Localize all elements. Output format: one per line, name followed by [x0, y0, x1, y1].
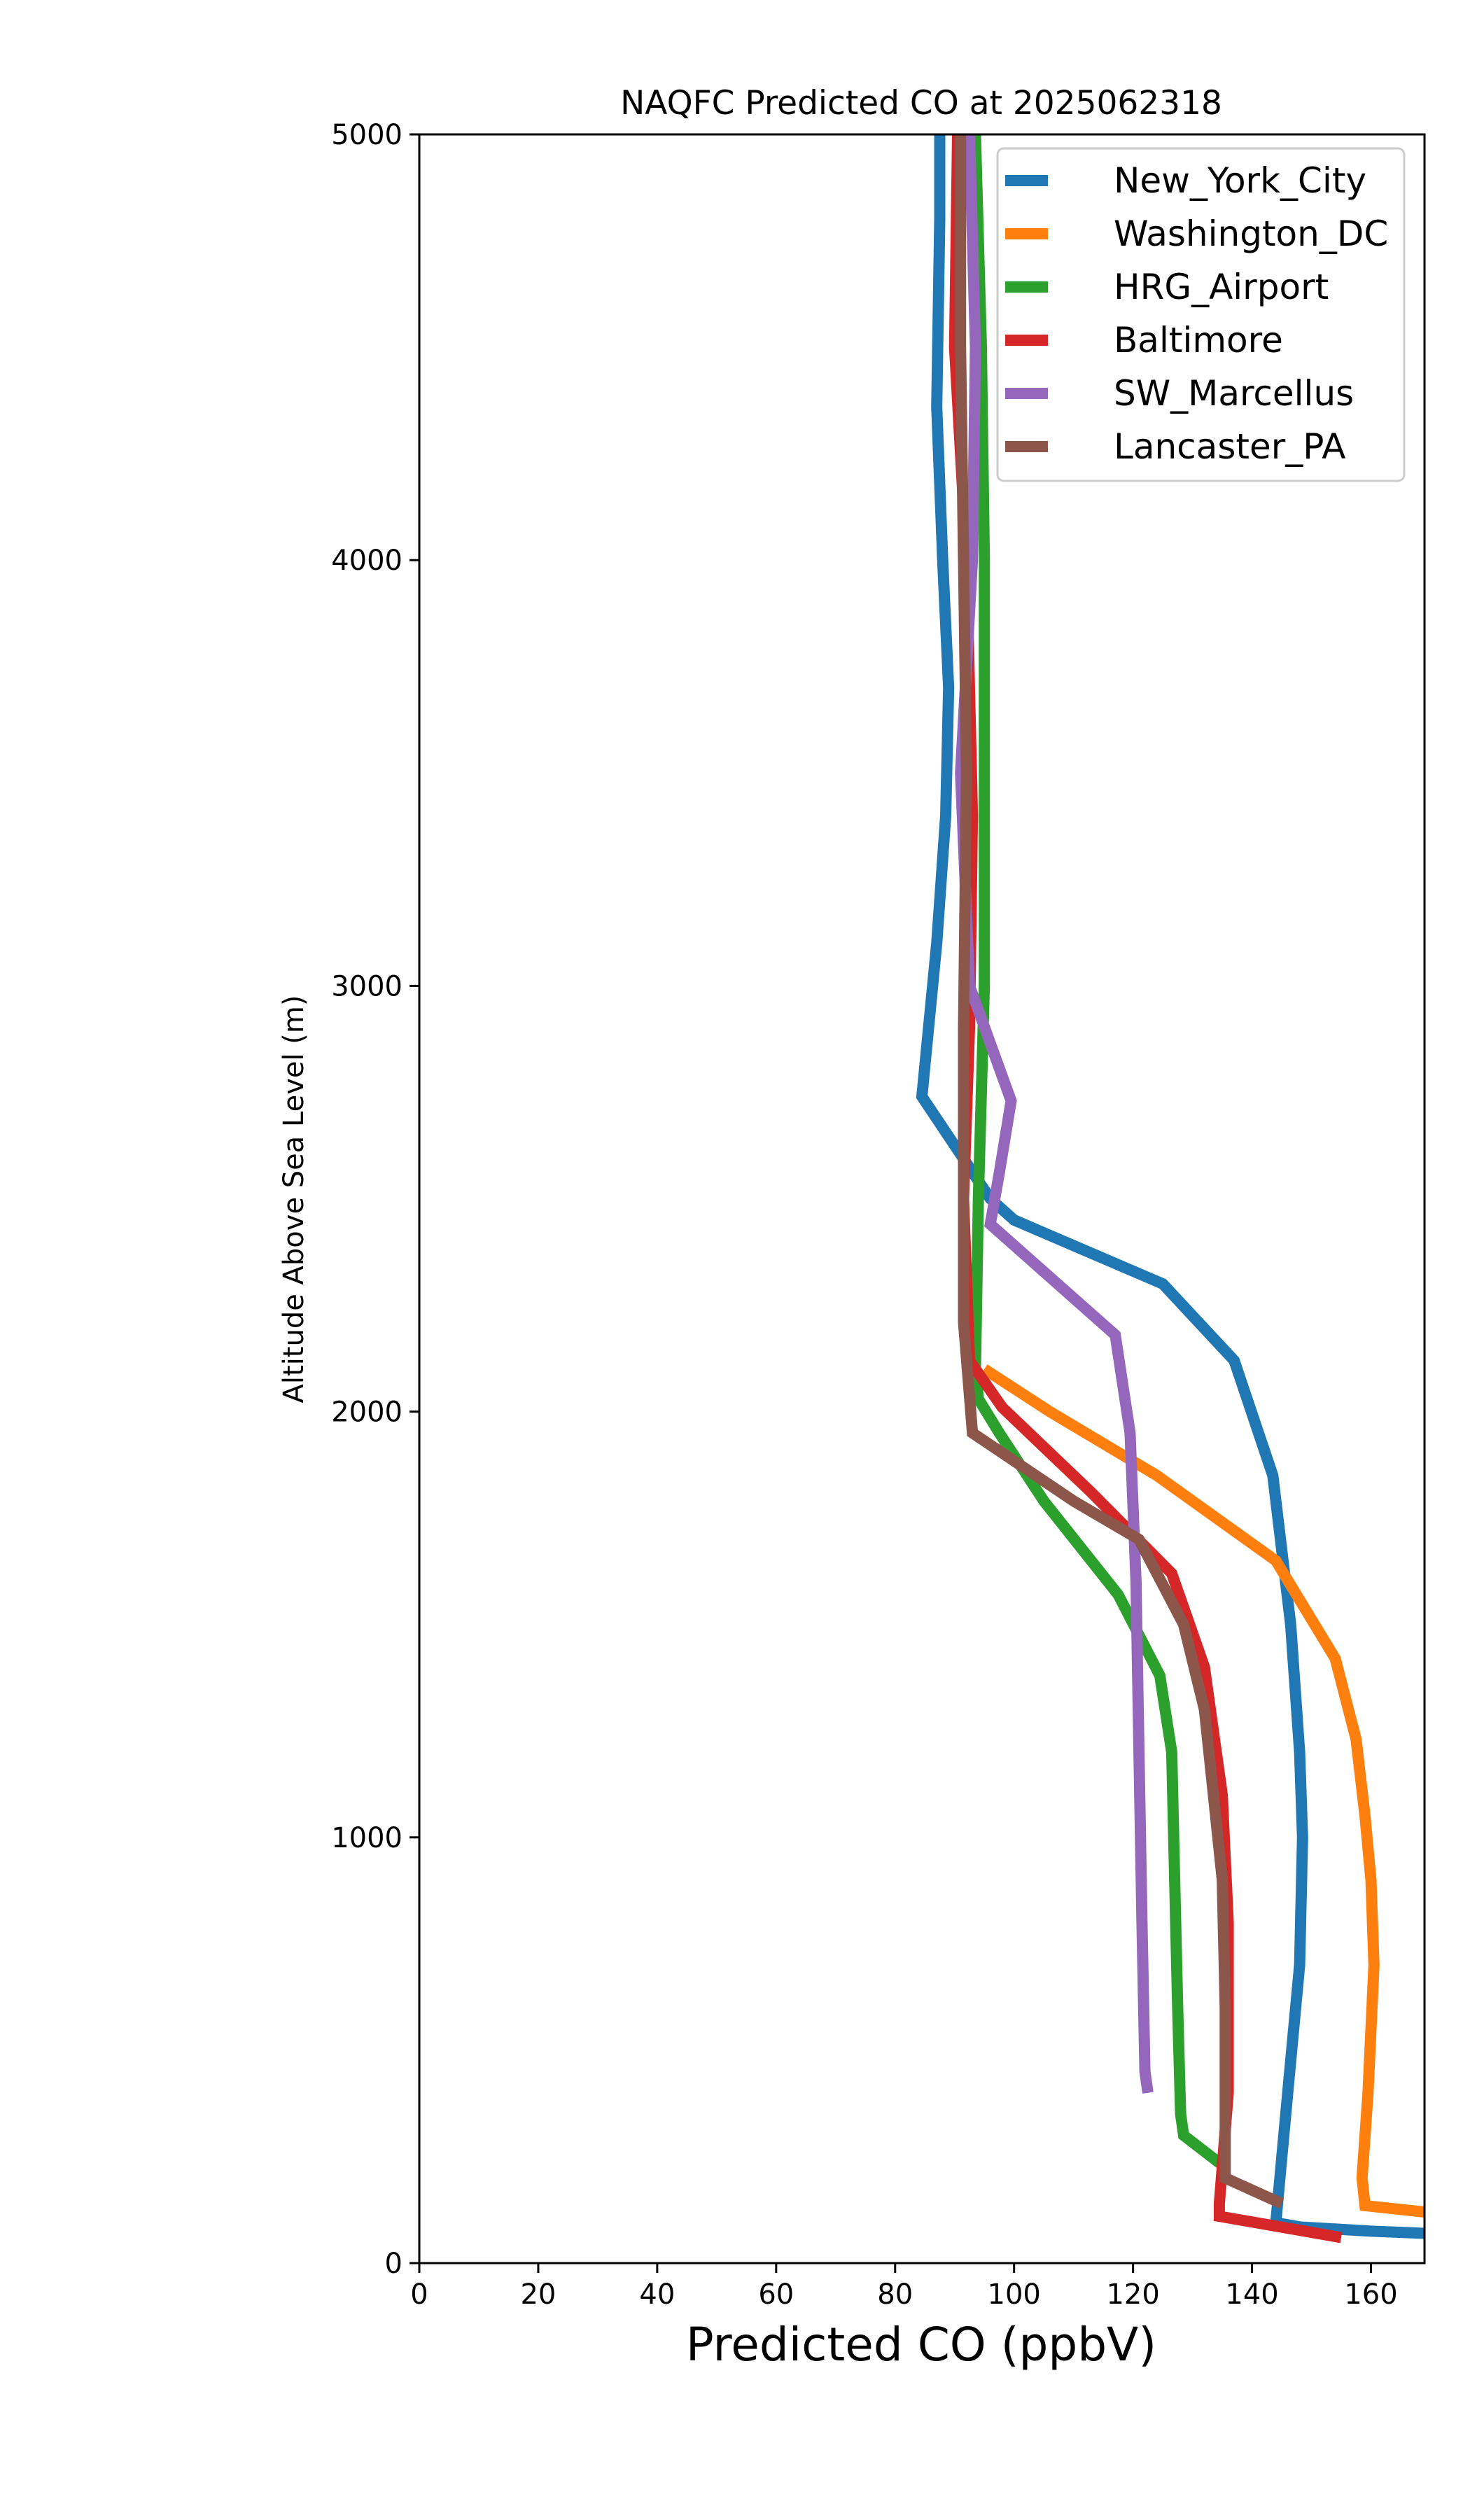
x-tick-label: 100	[988, 2278, 1041, 2311]
x-axis-label: Predicted CO (ppbV)	[686, 2318, 1156, 2372]
x-tick-label: 0	[410, 2278, 428, 2311]
x-tick-label: 160	[1344, 2278, 1397, 2311]
y-tick-label: 3000	[331, 970, 402, 1002]
y-tick-label: 0	[385, 2248, 402, 2280]
chart-title: NAQFC Predicted CO at 2025062318	[620, 84, 1222, 122]
legend-label: SW_Marcellus	[1114, 373, 1354, 414]
x-tick-label: 120	[1106, 2278, 1159, 2311]
x-tick-label: 80	[877, 2278, 913, 2311]
legend-label: New_York_City	[1114, 160, 1366, 201]
plot-frame	[418, 133, 1426, 2264]
y-tick-label: 2000	[331, 1396, 402, 1429]
series-line-new-york-city	[916, 134, 1424, 2239]
y-tick-label: 5000	[331, 119, 402, 151]
x-tick-label: 140	[1225, 2278, 1278, 2311]
x-tick-label: 40	[639, 2278, 675, 2311]
legend-label: Baltimore	[1114, 320, 1283, 360]
x-axis: 0 20 40 60 80 100 120 140 160	[410, 2263, 1398, 2311]
series-layer	[916, 134, 1424, 2244]
legend: New_York_City Washington_DC HRG_Airport Bal…	[996, 147, 1406, 482]
y-axis: 0 1000 2000 3000 4000 5000	[331, 119, 419, 2280]
legend-label: HRG_Airport	[1114, 267, 1329, 307]
legend-label: Washington_DC	[1114, 214, 1388, 254]
y-axis-label: Altitude Above Sea Level (m)	[278, 995, 310, 1404]
series-line-lancaster-pa	[955, 134, 1284, 2209]
legend-box	[996, 147, 1406, 482]
series-line-washington-dc	[981, 1364, 1424, 2218]
y-tick-label: 1000	[331, 1822, 402, 1854]
x-tick-label: 20	[520, 2278, 556, 2311]
legend-label: Lancaster_PA	[1114, 426, 1345, 467]
x-tick-label: 60	[758, 2278, 794, 2311]
y-tick-label: 4000	[331, 545, 402, 577]
